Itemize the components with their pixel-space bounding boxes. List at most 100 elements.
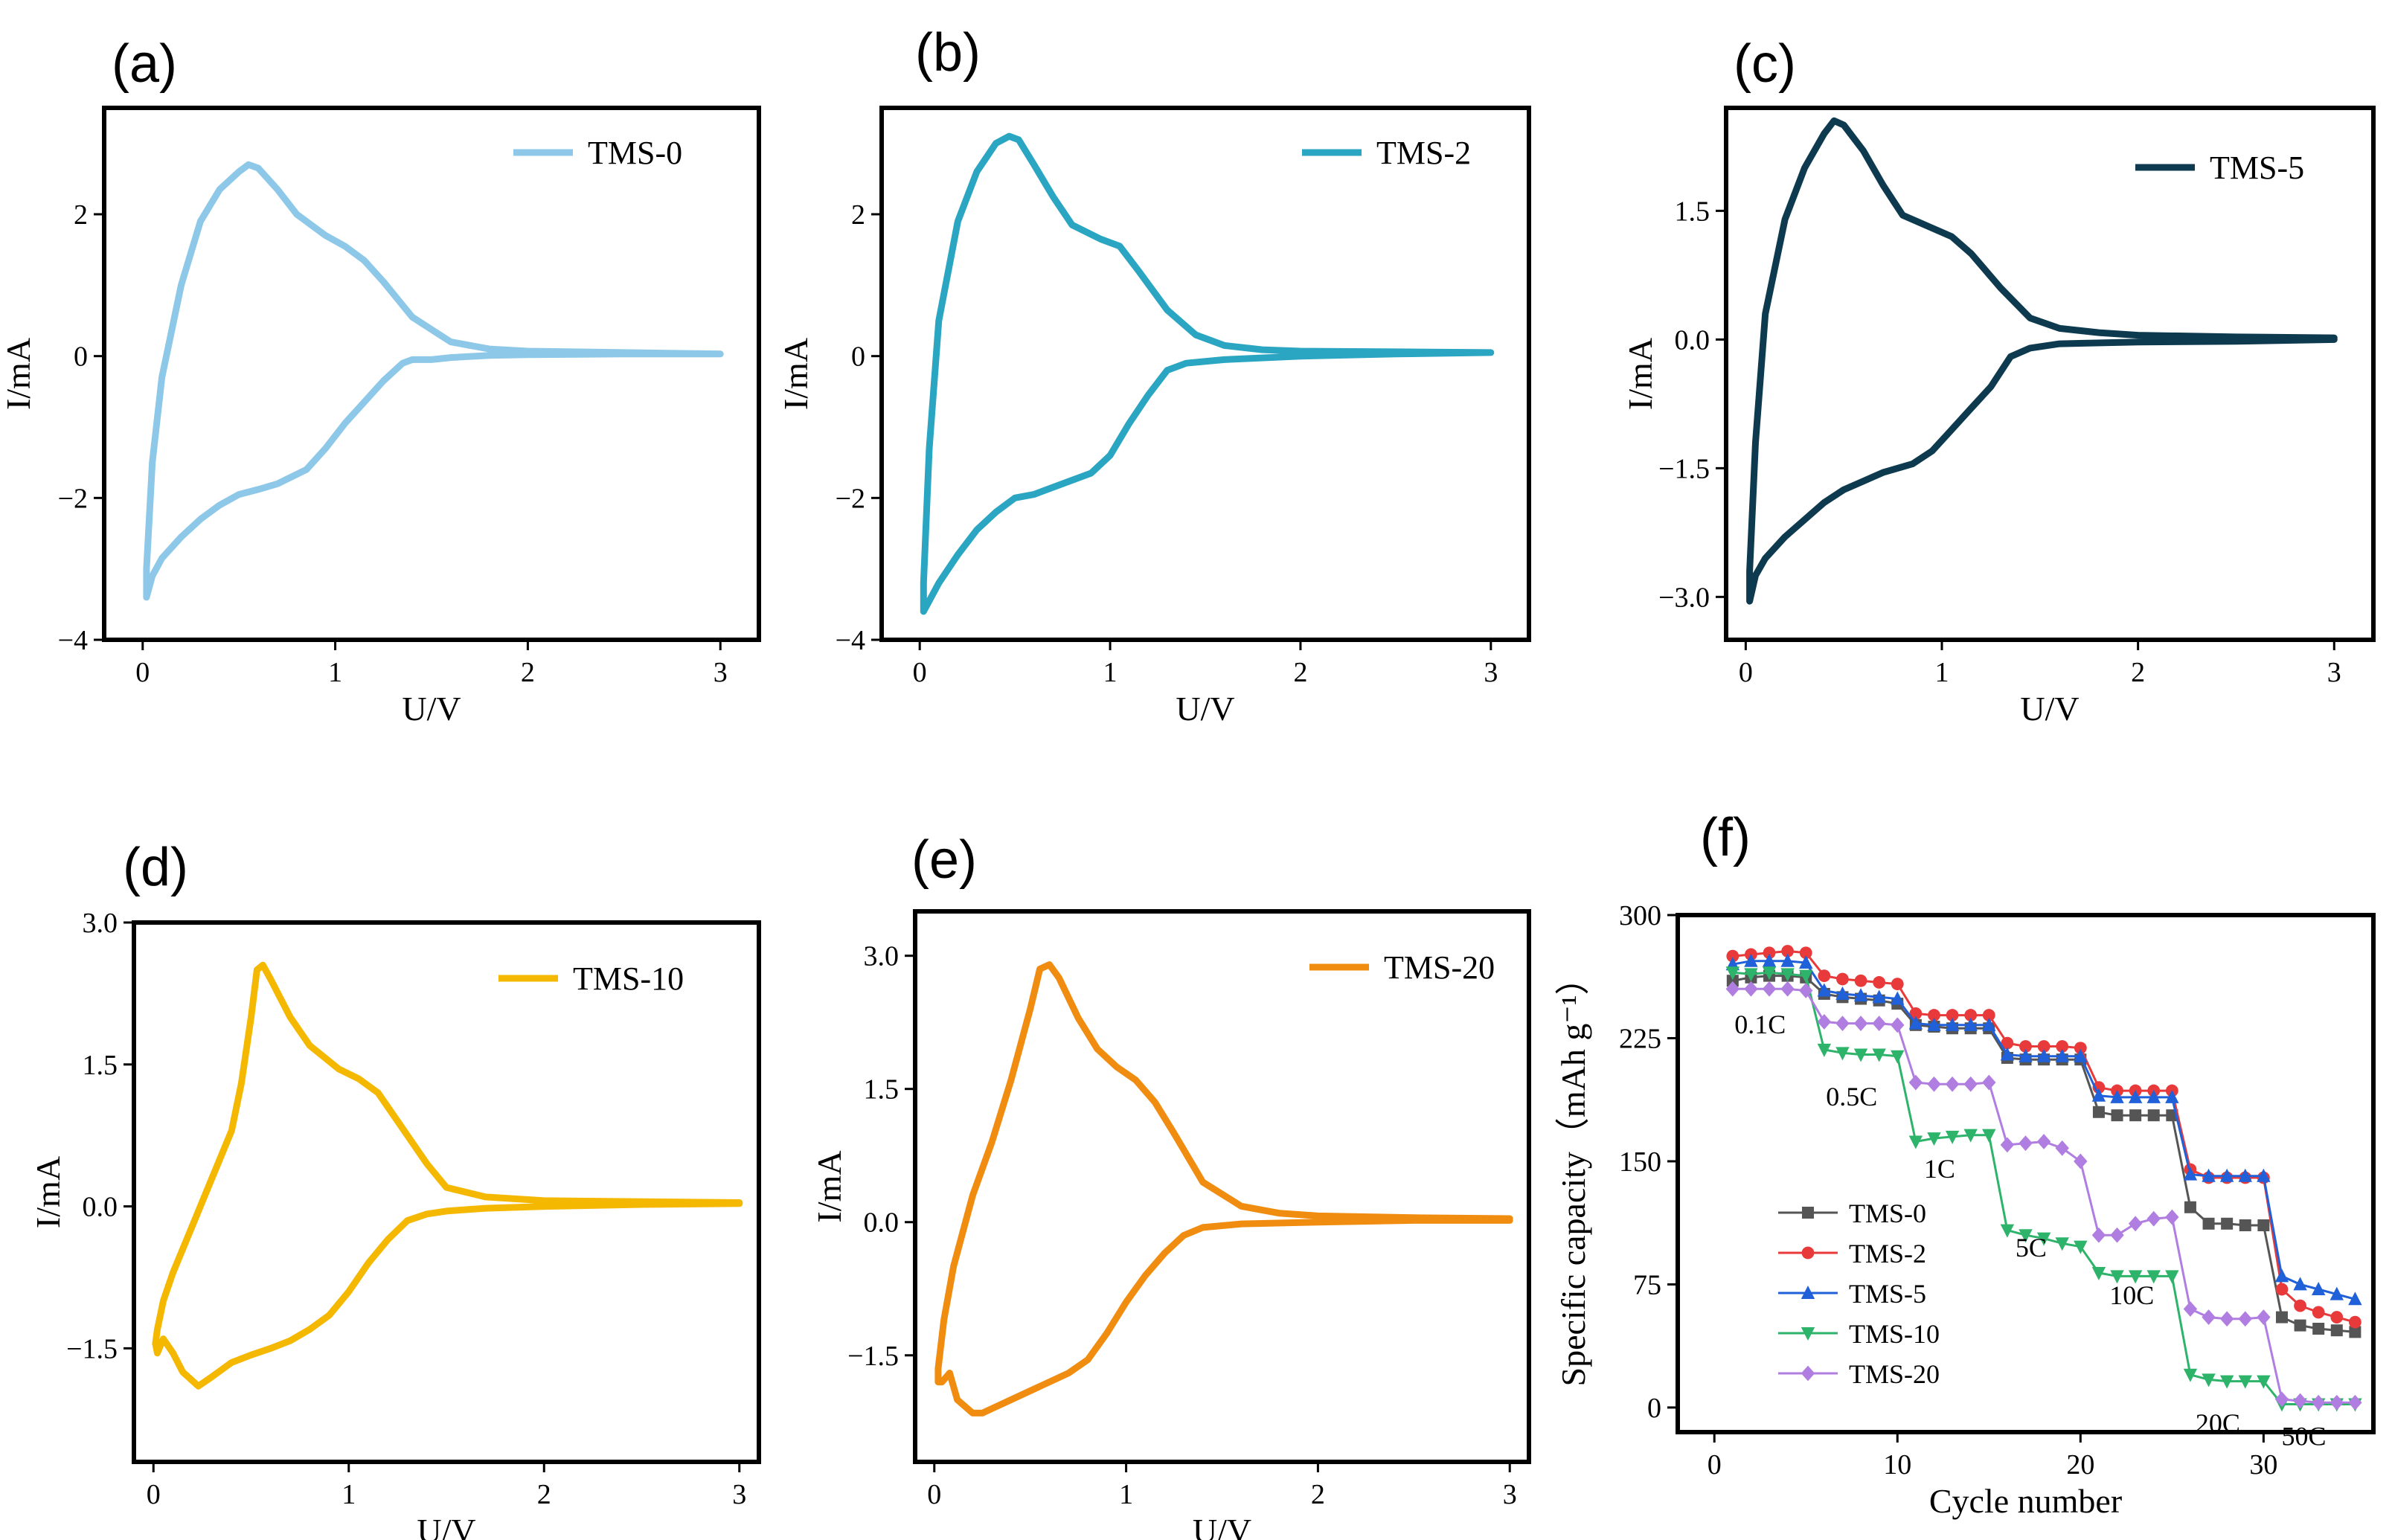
panel-label: (a) <box>112 34 177 94</box>
data-point-TMS-2 <box>1799 946 1812 960</box>
panel-label: (c) <box>1734 34 1796 94</box>
data-point-TMS-5 <box>1872 989 1886 1004</box>
data-point-TMS-5 <box>1927 1017 1941 1031</box>
rate-label: 1C <box>1924 1154 1955 1184</box>
data-point-TMS-2 <box>2074 1042 2087 1055</box>
y-axis-label: I/mA <box>1621 338 1659 410</box>
x-tick-label: 3 <box>714 657 728 688</box>
panel-b: (b) 0 1 2 3 −4 −2 0 2 U/V I/mA TMS-2 <box>777 23 1531 728</box>
data-point-TMS-5 <box>2183 1167 2198 1181</box>
data-point-TMS-5 <box>1945 1017 1960 1031</box>
data-point-TMS-5 <box>2274 1268 2289 1283</box>
data-point-TMS-20 <box>2110 1227 2124 1243</box>
series-line-TMS-10 <box>1732 971 2356 1405</box>
y-tick-label: −3.0 <box>1658 582 1710 613</box>
x-axis-label: U/V <box>1193 1512 1251 1540</box>
panel-d: (d) 0 1 2 3 −1.5 0.0 1.5 3.0 U/V I/mA TMS-10 <box>29 838 761 1540</box>
plot-frame <box>913 909 1531 1464</box>
y-tick-label: 0.0 <box>83 1192 118 1223</box>
series-line-TMS-20 <box>934 961 1513 1417</box>
plot-frame <box>132 920 761 1464</box>
x-tick-label: 0 <box>1708 1449 1722 1480</box>
legend-marker <box>1802 1207 1814 1219</box>
y-tick-label: −4 <box>58 625 88 656</box>
legend-label: TMS-10 <box>573 960 684 997</box>
data-point-TMS-10 <box>2202 1373 2216 1387</box>
data-point-TMS-5 <box>2202 1168 2216 1182</box>
data-point-TMS-5 <box>2110 1089 2124 1103</box>
data-point-TMS-10 <box>1963 1129 1978 1143</box>
data-point-TMS-2 <box>2056 1040 2069 1053</box>
legend-label: TMS-0 <box>588 135 682 171</box>
y-tick-label: −4 <box>836 625 865 656</box>
x-tick-label: 0 <box>1739 657 1753 688</box>
x-axis-label: U/V <box>2020 690 2079 728</box>
x-tick-label: 3 <box>732 1479 746 1510</box>
legend-label: TMS-5 <box>1849 1279 1926 1309</box>
data-point-TMS-10 <box>2165 1270 2179 1284</box>
plot-frame <box>1676 913 2376 1434</box>
data-point-TMS-20 <box>1982 1074 1996 1091</box>
data-point-TMS-10 <box>1927 1132 1941 1146</box>
data-point-TMS-20 <box>1762 981 1777 997</box>
data-point-TMS-5 <box>2146 1089 2161 1103</box>
data-point-TMS-20 <box>2257 1309 2271 1325</box>
x-tick-label: 3 <box>2327 657 2341 688</box>
rate-label: 10C <box>2109 1280 2154 1310</box>
series-line-TMS-0 <box>143 161 724 601</box>
y-axis-label: Specific capacity（mAh g⁻¹） <box>1554 960 1592 1386</box>
y-tick-label: 0 <box>851 341 865 373</box>
y-tick-label: 300 <box>1619 900 1661 931</box>
data-point-TMS-2 <box>1928 1009 1940 1021</box>
data-point-TMS-5 <box>2293 1277 2307 1291</box>
data-point-TMS-2 <box>2001 1036 2014 1050</box>
data-point-TMS-5 <box>2074 1048 2088 1062</box>
y-tick-label: 3.0 <box>864 941 900 972</box>
data-point-TMS-0 <box>2239 1219 2251 1231</box>
data-point-TMS-20 <box>1780 981 1795 997</box>
data-point-TMS-2 <box>2294 1299 2306 1312</box>
data-point-TMS-10 <box>2219 1375 2234 1389</box>
data-point-TMS-10 <box>2110 1270 2124 1284</box>
data-point-TMS-2 <box>1982 1009 1995 1021</box>
x-tick-label: 0 <box>927 1479 941 1510</box>
panel-label: (f) <box>1700 808 1751 867</box>
y-tick-label: 2 <box>851 199 865 231</box>
data-point-TMS-5 <box>2348 1292 2362 1306</box>
data-point-TMS-20 <box>2348 1394 2362 1411</box>
y-axis-label: I/mA <box>810 1150 848 1222</box>
data-point-TMS-20 <box>2000 1137 2015 1153</box>
data-point-TMS-5 <box>2165 1089 2179 1103</box>
data-point-TMS-20 <box>1725 981 1740 997</box>
x-tick-label: 1 <box>328 657 342 688</box>
data-point-TMS-0 <box>2129 1109 2142 1122</box>
y-axis-label: I/mA <box>777 338 815 410</box>
y-tick-label: 1.5 <box>864 1074 900 1106</box>
x-tick-label: 0 <box>913 657 927 688</box>
data-point-TMS-20 <box>1963 1076 1978 1092</box>
y-axis-label: I/mA <box>29 1156 67 1228</box>
x-tick-label: 2 <box>521 657 535 688</box>
rate-label: 5C <box>2016 1233 2047 1263</box>
data-point-TMS-20 <box>2274 1391 2289 1408</box>
data-point-TMS-5 <box>1762 953 1777 967</box>
x-axis-label: U/V <box>1176 690 1234 728</box>
x-tick-label: 1 <box>342 1479 356 1510</box>
data-point-TMS-5 <box>1835 986 1850 1000</box>
x-tick-label: 0 <box>147 1479 161 1510</box>
y-tick-label: 0.0 <box>864 1207 900 1239</box>
x-tick-label: 10 <box>1883 1449 1911 1480</box>
data-point-TMS-10 <box>2019 1229 2033 1243</box>
rate-label: 20C <box>2196 1408 2240 1438</box>
data-point-TMS-20 <box>1908 1074 1923 1091</box>
y-tick-label: 1.5 <box>83 1050 118 1081</box>
series-line-TMS-5 <box>1746 117 2338 605</box>
data-point-TMS-5 <box>1891 991 1905 1005</box>
data-point-TMS-20 <box>2036 1134 2051 1149</box>
data-point-TMS-5 <box>2219 1168 2234 1182</box>
data-point-TMS-0 <box>2275 1311 2288 1324</box>
data-point-TMS-20 <box>1744 981 1758 997</box>
rate-label: 50C <box>2281 1422 2326 1451</box>
data-point-TMS-20 <box>2330 1394 2344 1411</box>
data-point-TMS-10 <box>2074 1240 2088 1254</box>
